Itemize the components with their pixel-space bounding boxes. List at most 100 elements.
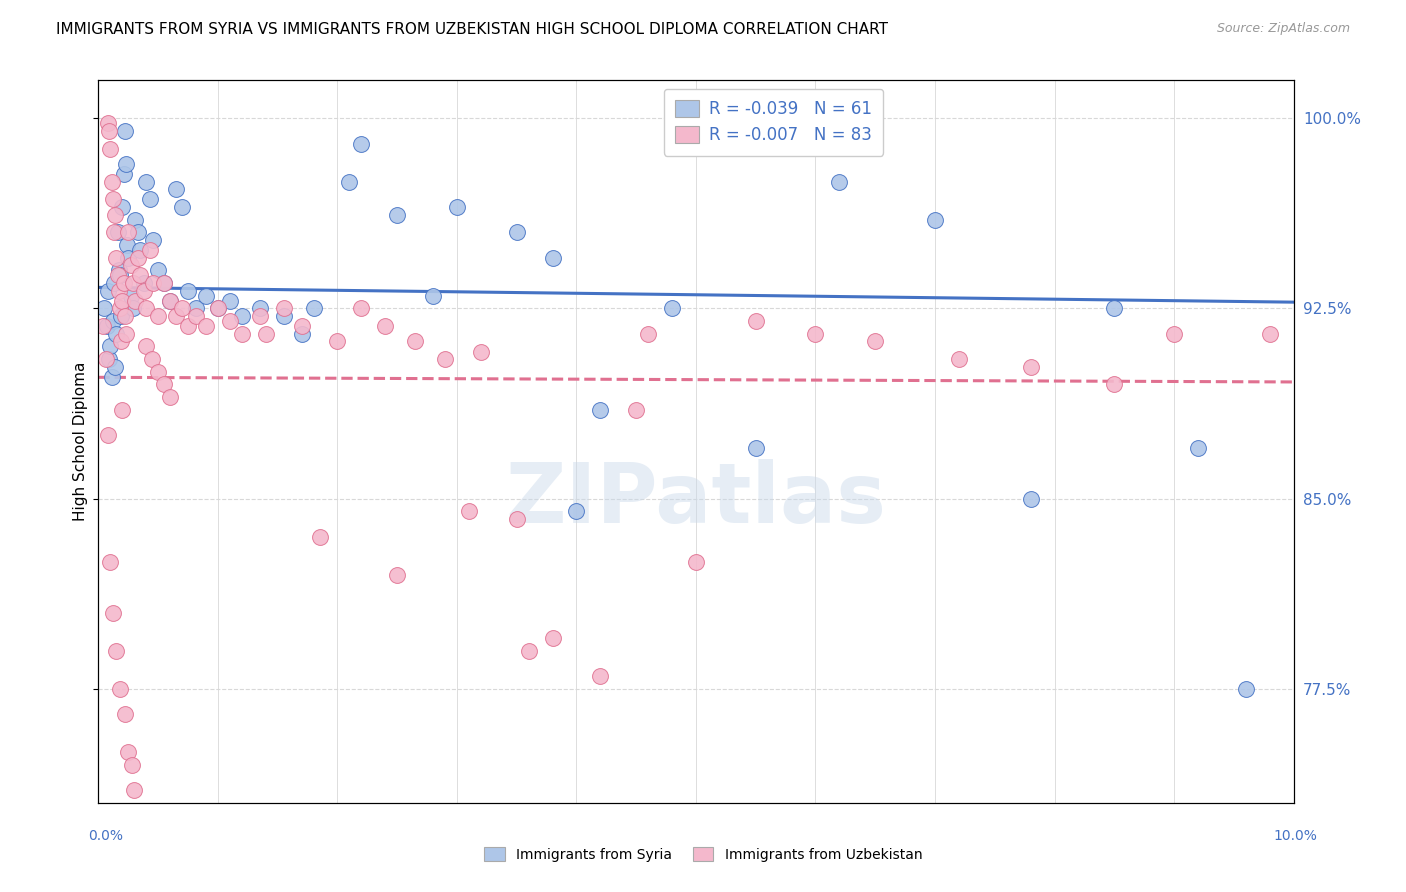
Point — [98, 142, 122, 156]
Point — [135, 175, 157, 189]
Point — [101, 606, 124, 620]
Point — [142, 276, 165, 290]
Point — [249, 301, 271, 316]
Point — [541, 631, 564, 645]
Point — [112, 276, 135, 290]
Point — [948, 352, 970, 367]
Point — [1163, 326, 1185, 341]
Point — [107, 268, 129, 283]
Point — [626, 402, 648, 417]
Point — [111, 200, 134, 214]
Point — [159, 390, 181, 404]
Point — [104, 208, 127, 222]
Point — [141, 352, 163, 367]
Point — [110, 309, 132, 323]
Point — [98, 352, 121, 367]
Point — [350, 136, 373, 151]
Point — [107, 226, 129, 240]
Point — [101, 314, 124, 328]
Point — [142, 233, 165, 247]
Point — [186, 309, 208, 323]
Point — [1019, 491, 1042, 506]
Point — [139, 193, 162, 207]
Point — [207, 301, 229, 316]
Point — [1019, 359, 1042, 374]
Text: IMMIGRANTS FROM SYRIA VS IMMIGRANTS FROM UZBEKISTAN HIGH SCHOOL DIPLOMA CORRELAT: IMMIGRANTS FROM SYRIA VS IMMIGRANTS FROM… — [56, 22, 889, 37]
Point — [458, 504, 481, 518]
Point — [506, 512, 529, 526]
Point — [565, 504, 588, 518]
Point — [350, 301, 373, 316]
Point — [1187, 441, 1209, 455]
Point — [108, 681, 131, 696]
Text: 0.0%: 0.0% — [89, 830, 124, 843]
Point — [94, 352, 117, 367]
Point — [385, 567, 409, 582]
Point — [117, 251, 139, 265]
Point — [195, 289, 218, 303]
Point — [115, 238, 138, 252]
Point — [153, 276, 176, 290]
Point — [172, 301, 194, 316]
Point — [153, 276, 176, 290]
Point — [541, 251, 564, 265]
Point — [124, 293, 146, 308]
Point — [103, 276, 125, 290]
Y-axis label: High School Diploma: High School Diploma — [73, 362, 87, 521]
Point — [108, 268, 131, 283]
Point — [589, 669, 612, 683]
Point — [745, 314, 768, 328]
Text: Source: ZipAtlas.com: Source: ZipAtlas.com — [1216, 22, 1350, 36]
Point — [124, 212, 146, 227]
Point — [127, 226, 149, 240]
Point — [1234, 681, 1257, 696]
Point — [273, 309, 295, 323]
Point — [1104, 301, 1126, 316]
Point — [924, 212, 946, 227]
Point — [97, 428, 120, 442]
Point — [828, 175, 851, 189]
Point — [132, 276, 155, 290]
Point — [139, 243, 162, 257]
Point — [100, 370, 122, 384]
Point — [385, 208, 409, 222]
Legend: R = -0.039   N = 61, R = -0.007   N = 83: R = -0.039 N = 61, R = -0.007 N = 83 — [664, 88, 883, 156]
Point — [129, 243, 152, 257]
Point — [129, 808, 152, 822]
Point — [115, 326, 138, 341]
Point — [177, 284, 200, 298]
Point — [96, 319, 118, 334]
Point — [93, 301, 115, 316]
Point — [97, 116, 120, 130]
Point — [108, 301, 131, 316]
Point — [339, 175, 361, 189]
Text: 10.0%: 10.0% — [1274, 830, 1317, 843]
Point — [117, 226, 139, 240]
Point — [434, 352, 457, 367]
Point — [103, 226, 125, 240]
Point — [165, 182, 187, 196]
Point — [231, 326, 253, 341]
Point — [506, 226, 529, 240]
Point — [98, 124, 121, 138]
Point — [661, 301, 683, 316]
Point — [114, 124, 136, 138]
Point — [129, 268, 152, 283]
Point — [105, 643, 128, 657]
Point — [104, 359, 127, 374]
Point — [122, 301, 145, 316]
Point — [120, 289, 142, 303]
Point — [207, 301, 229, 316]
Point — [135, 339, 157, 353]
Point — [159, 293, 181, 308]
Point — [446, 200, 468, 214]
Point — [404, 334, 426, 349]
Point — [98, 339, 122, 353]
Point — [249, 309, 271, 323]
Point — [865, 334, 887, 349]
Point — [112, 167, 135, 181]
Point — [308, 530, 330, 544]
Point — [107, 284, 129, 298]
Point — [114, 309, 136, 323]
Point — [148, 309, 170, 323]
